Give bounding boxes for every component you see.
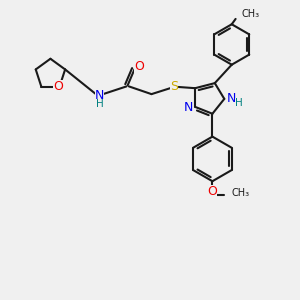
Text: H: H <box>96 99 103 109</box>
Text: N: N <box>184 101 193 114</box>
Text: CH₃: CH₃ <box>242 9 260 19</box>
Text: CH₃: CH₃ <box>232 188 250 198</box>
Text: O: O <box>134 60 144 73</box>
Text: H: H <box>235 98 243 108</box>
Text: O: O <box>208 185 218 198</box>
Text: N: N <box>95 89 104 102</box>
Text: S: S <box>170 80 178 94</box>
Text: N: N <box>227 92 236 105</box>
Text: O: O <box>53 80 63 93</box>
